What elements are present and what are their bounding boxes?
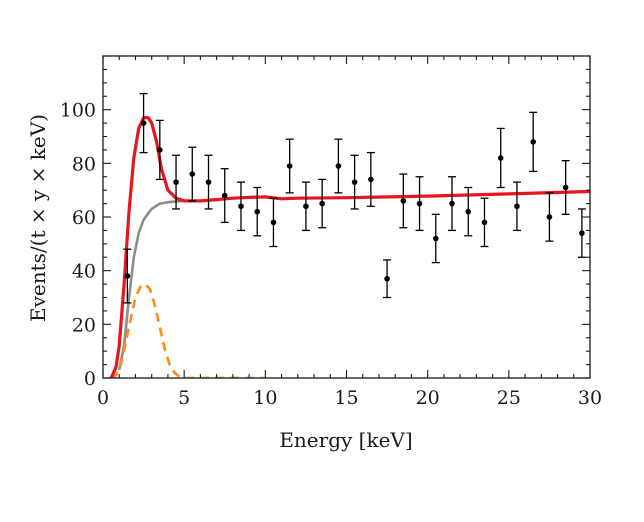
- data-point: [172, 154, 181, 210]
- x-tick-label: 5: [178, 387, 190, 409]
- tick-labels: 0 5 10 15 20 25 30 0 20 40 60 80 100: [60, 100, 602, 409]
- data-point: [561, 159, 570, 215]
- data-point: [480, 197, 489, 248]
- point-marker: [497, 155, 504, 161]
- data-point: [496, 127, 505, 189]
- data-point: [383, 259, 392, 299]
- y-tick-label: 0: [84, 368, 96, 390]
- y-tick-label: 80: [72, 153, 96, 175]
- data-point: [318, 178, 327, 229]
- point-marker: [286, 163, 293, 169]
- point-marker: [189, 171, 196, 177]
- data-points: [123, 92, 586, 304]
- x-axis-label: Energy [keV]: [279, 428, 412, 452]
- y-tick-label: 20: [72, 314, 96, 336]
- data-point: [123, 248, 132, 304]
- point-marker: [546, 214, 553, 220]
- data-point: [236, 181, 245, 232]
- background-curve: [117, 199, 185, 371]
- point-marker: [368, 176, 374, 183]
- point-marker: [221, 192, 228, 199]
- point-marker: [303, 203, 309, 210]
- x-tick-label: 25: [497, 387, 521, 409]
- data-point: [577, 208, 586, 258]
- data-point: [350, 154, 359, 210]
- y-tick-label: 40: [72, 261, 96, 283]
- data-point: [155, 119, 164, 181]
- signal-peak-curve: [110, 282, 266, 378]
- model-curves: [109, 116, 590, 378]
- point-marker: [416, 200, 423, 207]
- data-point: [301, 181, 310, 232]
- y-axis-label: Events/(t × y × keV): [26, 114, 50, 322]
- x-tick-label: 20: [416, 387, 440, 409]
- data-point: [269, 197, 278, 248]
- point-marker: [481, 219, 488, 226]
- point-marker: [157, 147, 163, 153]
- total-fit-curve: [109, 116, 590, 378]
- point-marker: [238, 203, 244, 210]
- point-marker: [254, 208, 261, 215]
- point-marker: [335, 163, 342, 169]
- data-point: [512, 181, 521, 232]
- y-tick-label: 60: [72, 207, 96, 229]
- point-marker: [400, 198, 407, 204]
- point-marker: [205, 179, 212, 185]
- data-point: [529, 111, 538, 173]
- x-tick-label: 15: [334, 387, 358, 409]
- point-marker: [530, 139, 536, 145]
- point-marker: [465, 208, 472, 215]
- point-marker: [319, 200, 325, 207]
- x-tick-label: 0: [97, 387, 109, 409]
- data-point: [220, 168, 229, 224]
- data-point: [448, 176, 457, 232]
- point-marker: [173, 179, 179, 185]
- point-marker: [432, 235, 439, 242]
- data-point: [334, 138, 343, 194]
- x-tick-label: 30: [578, 387, 602, 409]
- data-point: [285, 138, 294, 194]
- point-marker: [562, 184, 569, 191]
- point-marker: [384, 275, 390, 282]
- point-marker: [270, 219, 277, 226]
- point-marker: [351, 179, 358, 185]
- y-tick-label: 100: [60, 100, 96, 122]
- data-point: [399, 173, 408, 229]
- point-marker: [140, 120, 147, 126]
- point-marker: [449, 200, 455, 207]
- point-marker: [579, 230, 585, 236]
- axis-ticks: [102, 55, 591, 379]
- data-point: [139, 92, 148, 154]
- data-point: [204, 154, 213, 210]
- data-point: [464, 186, 473, 237]
- data-point: [545, 192, 554, 242]
- data-point: [188, 146, 197, 202]
- data-point: [366, 151, 375, 207]
- data-point: [415, 176, 424, 232]
- data-point: [431, 213, 440, 264]
- point-marker: [514, 203, 520, 210]
- point-marker: [124, 273, 131, 279]
- x-tick-label: 10: [253, 387, 277, 409]
- data-point: [253, 186, 262, 237]
